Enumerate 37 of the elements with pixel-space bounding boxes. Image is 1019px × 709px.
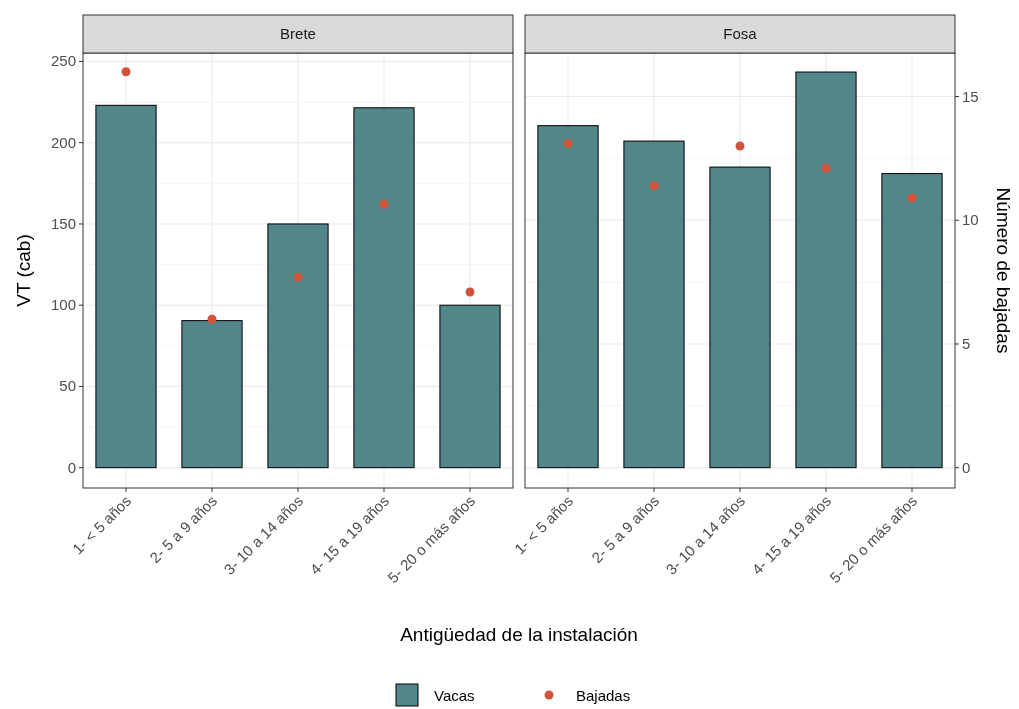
bar	[95, 104, 157, 469]
bar	[267, 223, 329, 469]
point	[735, 141, 745, 151]
y-axis-title: VT (cab)	[13, 234, 34, 307]
chart-title: Fosa	[723, 25, 758, 42]
bar	[709, 166, 771, 469]
point	[821, 163, 831, 173]
y-tick-label: 50	[59, 377, 76, 395]
legend-label: Bajadas	[576, 687, 631, 704]
y-tick-label: 0	[67, 458, 76, 476]
bar	[181, 320, 243, 469]
bar	[537, 125, 599, 469]
chart-title: Brete	[280, 25, 316, 42]
y-tick-label: 100	[50, 296, 76, 314]
point	[465, 287, 475, 297]
point	[649, 181, 659, 191]
y2-tick-label: 0	[962, 458, 971, 476]
bar	[439, 304, 501, 469]
bar	[623, 140, 685, 469]
legend-label: Vacas	[434, 687, 475, 704]
y-tick-label: 200	[50, 133, 76, 151]
y2-axis-title: Número de bajadas	[993, 187, 1014, 354]
bar	[795, 71, 857, 469]
point	[907, 193, 917, 203]
y2-tick-label: 5	[962, 334, 971, 352]
bar	[353, 107, 415, 469]
point	[121, 67, 131, 77]
point	[563, 139, 573, 149]
point	[379, 199, 389, 209]
y-tick-label: 250	[50, 52, 76, 70]
y-tick-label: 150	[50, 214, 76, 232]
bar	[881, 173, 943, 469]
point	[207, 314, 217, 324]
y2-tick-label: 15	[962, 87, 979, 105]
y2-tick-label: 10	[962, 211, 979, 229]
point	[293, 272, 303, 282]
x-axis-title: Antigüedad de la instalación	[400, 624, 638, 645]
